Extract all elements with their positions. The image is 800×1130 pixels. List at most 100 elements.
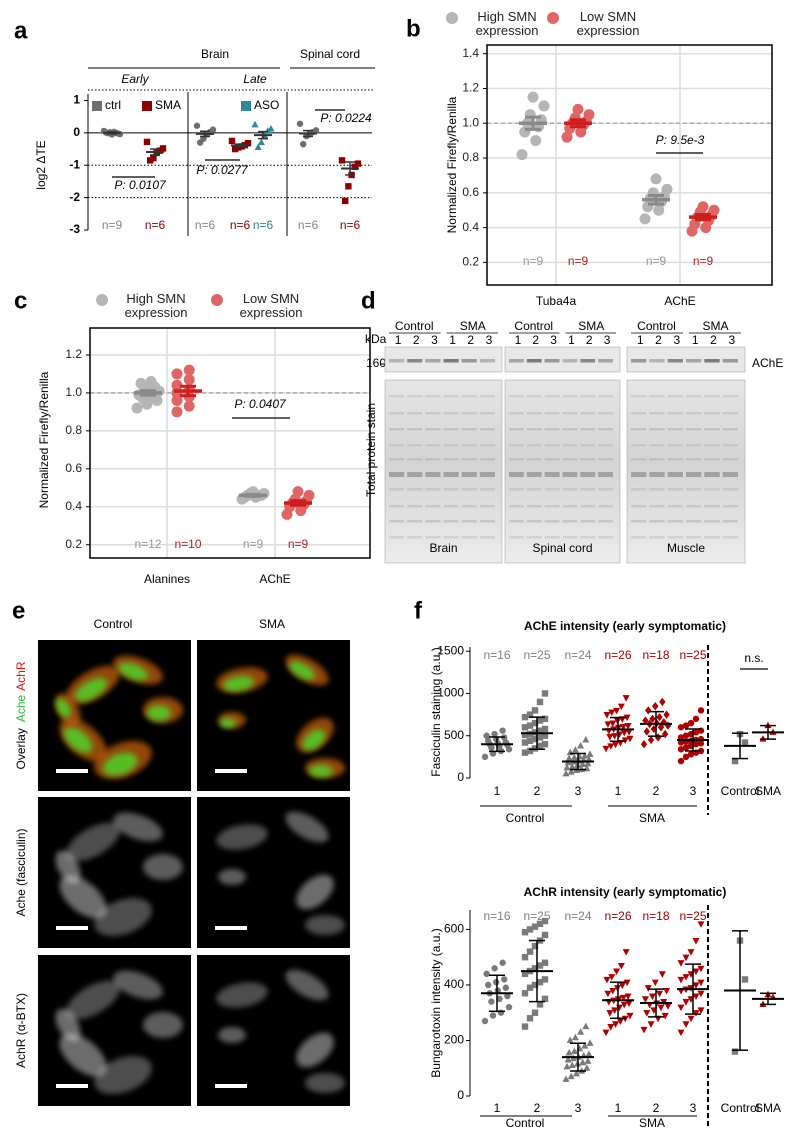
- data-point: [692, 715, 700, 723]
- data-point: [257, 138, 265, 146]
- data-point: [345, 183, 352, 190]
- data-point: [625, 728, 633, 736]
- protein-band: [544, 444, 560, 447]
- data-point: [641, 996, 649, 1003]
- legend-label: ctrl: [105, 98, 121, 112]
- band: [580, 359, 596, 363]
- signal: [223, 676, 254, 692]
- protein-band: [598, 428, 613, 431]
- band: [509, 359, 524, 363]
- n-label: n=16: [483, 909, 510, 923]
- data-point: [682, 974, 690, 981]
- n-label: n=9: [288, 537, 309, 551]
- data-point: [608, 974, 616, 981]
- protein-band: [704, 472, 720, 477]
- y-tick-label: 1.0: [462, 115, 479, 129]
- legend-label: High SMN expression: [475, 9, 539, 38]
- signal: [219, 718, 237, 728]
- data-point: [536, 742, 544, 750]
- data-point: [661, 729, 669, 739]
- protein-band: [389, 458, 405, 461]
- data-point: [526, 1015, 534, 1022]
- protein-band: [479, 472, 495, 477]
- protein-band: [667, 412, 683, 415]
- protein-band: [686, 444, 702, 447]
- protein-band: [544, 505, 560, 508]
- protein-band: [631, 520, 647, 523]
- group-label: SMA: [639, 811, 665, 825]
- data-point: [488, 998, 495, 1005]
- protein-band: [704, 536, 720, 539]
- data-point: [682, 722, 690, 729]
- protein-band: [443, 412, 459, 415]
- protein-band: [580, 488, 596, 491]
- data-point: [687, 949, 695, 956]
- protein-band: [631, 428, 647, 431]
- data-point: [572, 1069, 580, 1077]
- protein-band: [722, 458, 738, 461]
- data-point: [536, 962, 544, 969]
- data-point: [622, 695, 630, 702]
- data-point: [145, 376, 157, 388]
- legend-swatch: [446, 12, 458, 24]
- data-point: [609, 720, 617, 728]
- x-tick-label: Control: [721, 1101, 760, 1115]
- data-point: [687, 719, 695, 727]
- panel-letter: f: [414, 597, 423, 624]
- data-point: [625, 1000, 633, 1007]
- band: [667, 359, 683, 363]
- protein-band: [479, 444, 495, 447]
- data-point: [677, 746, 685, 753]
- protein-band: [686, 428, 702, 431]
- data-point: [499, 727, 506, 734]
- x-tick-label: 1: [615, 784, 622, 798]
- group-label: SMA: [702, 319, 728, 333]
- data-point: [171, 379, 183, 391]
- protein-band: [425, 520, 441, 523]
- protein-band: [509, 428, 524, 431]
- data-point: [612, 741, 620, 749]
- data-point: [586, 1039, 594, 1046]
- data-point: [604, 990, 612, 998]
- protein-band: [461, 472, 477, 477]
- signal: [113, 812, 163, 842]
- protein-band: [667, 488, 683, 491]
- protein-band: [704, 488, 720, 491]
- data-point: [541, 715, 549, 723]
- protein-band: [479, 428, 495, 431]
- data-point: [563, 1062, 571, 1070]
- data-point: [647, 735, 655, 745]
- data-point: [617, 703, 625, 711]
- comparison-label: P: 0.0277: [196, 163, 249, 177]
- data-point: [531, 719, 539, 727]
- comparison-label: P: 0.0224: [320, 111, 372, 125]
- protein-band: [425, 505, 441, 508]
- row-label: Ache (fasciculin): [14, 828, 28, 916]
- x-tick-label: SMA: [755, 784, 781, 798]
- data-point: [618, 982, 626, 989]
- data-point: [731, 757, 739, 765]
- protein-band: [461, 520, 477, 523]
- data-point: [526, 984, 534, 991]
- data-point: [659, 697, 666, 707]
- signal: [285, 811, 329, 843]
- protein-band: [722, 536, 738, 539]
- protein-band: [598, 536, 613, 539]
- protein-band: [631, 412, 647, 415]
- signal: [66, 980, 120, 1020]
- signal: [94, 1056, 152, 1094]
- data-point: [582, 1022, 590, 1030]
- data-point: [568, 763, 576, 770]
- y-axis-label: Fasciculin staining (a.u.): [429, 647, 443, 776]
- x-tick-label: 2: [653, 784, 660, 798]
- data-point: [342, 197, 349, 205]
- protein-band: [722, 488, 738, 491]
- data-point: [585, 755, 593, 762]
- legend-swatch: [96, 294, 108, 306]
- data-point: [585, 1050, 593, 1057]
- protein-band: [598, 472, 613, 477]
- data-point: [563, 763, 571, 771]
- protein-band: [407, 520, 423, 523]
- data-point: [657, 1004, 665, 1012]
- data-point: [581, 752, 589, 759]
